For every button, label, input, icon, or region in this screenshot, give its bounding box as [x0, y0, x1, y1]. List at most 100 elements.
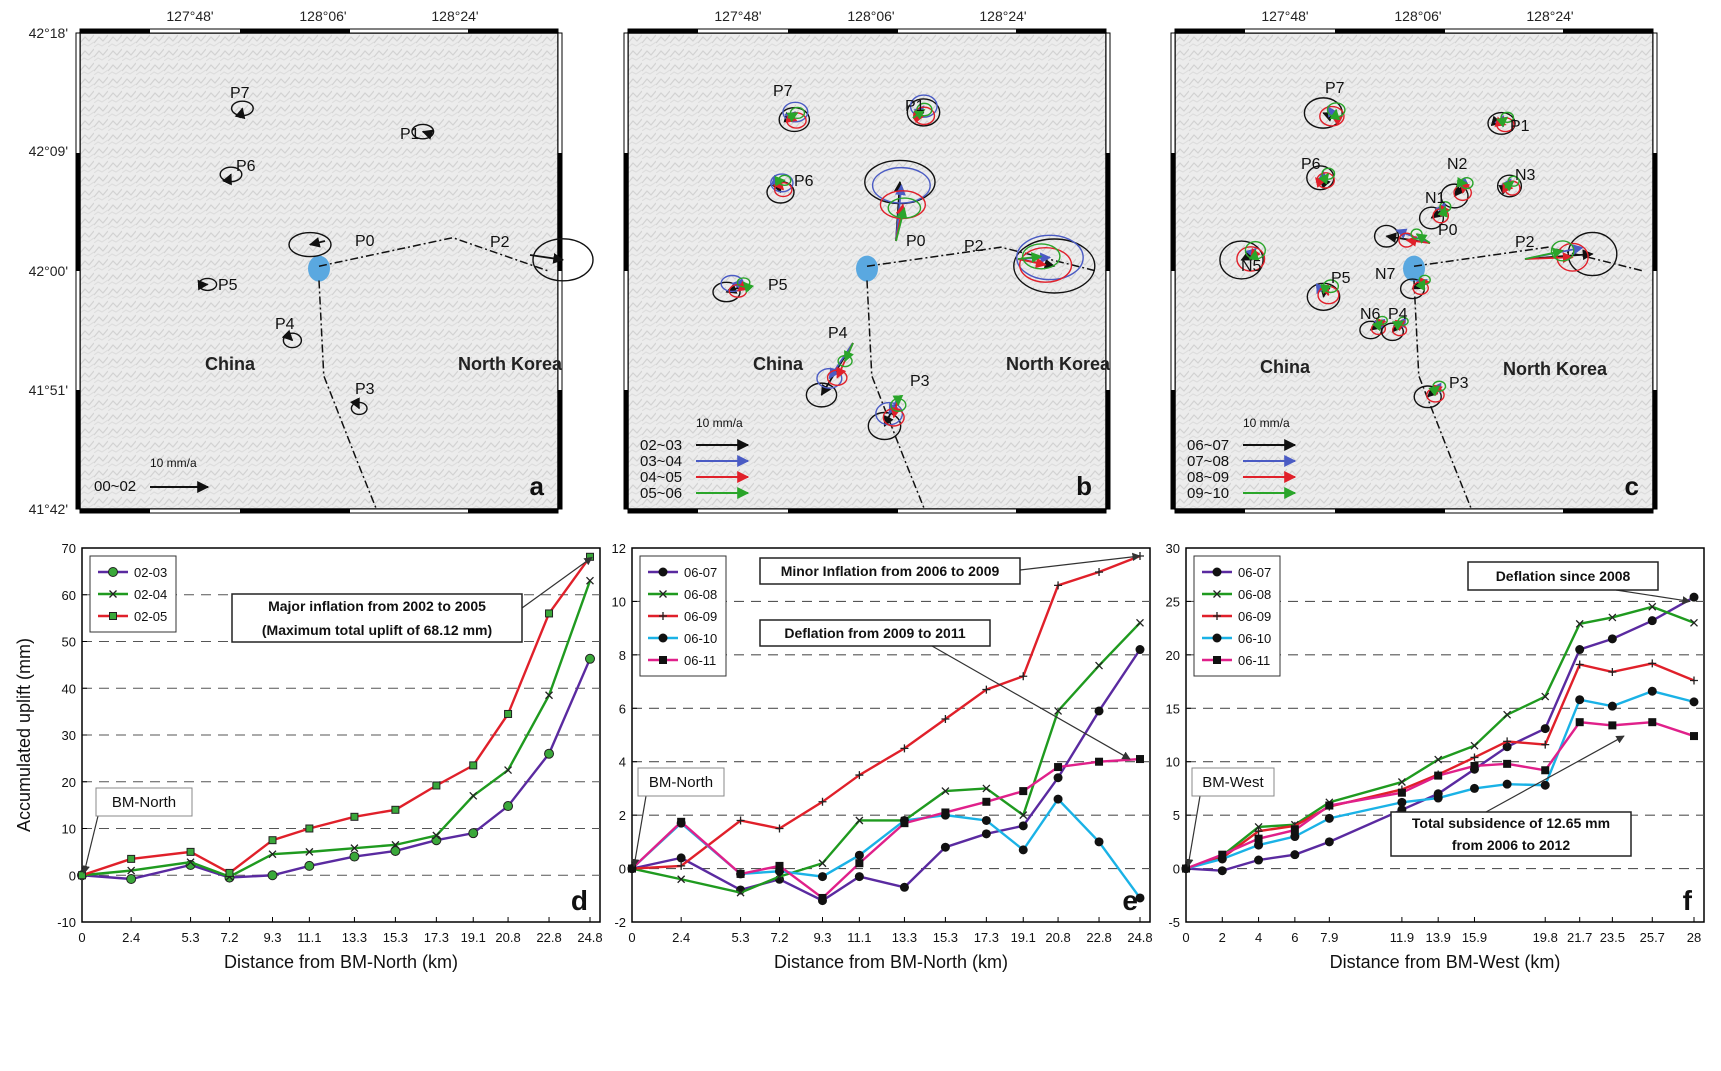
x-tick-label: 15.9	[1462, 930, 1487, 945]
data-point	[1690, 732, 1698, 741]
station-label: P0	[1438, 222, 1458, 239]
data-point	[268, 850, 277, 859]
station-label: P3	[1449, 375, 1469, 392]
data-point	[1290, 850, 1300, 860]
series-line	[1185, 605, 1695, 870]
x-tick-label: 13.3	[892, 930, 917, 945]
map-frame-tick	[76, 390, 80, 509]
latitude-label: 42°09'	[29, 143, 68, 159]
data-point	[545, 691, 553, 700]
annotation-arrow	[931, 645, 1131, 760]
legend-label: 06-08	[684, 587, 717, 602]
data-point	[941, 714, 950, 723]
y-tick-label: 25	[1166, 594, 1180, 609]
x-tick-label: 24.8	[1127, 930, 1152, 945]
data-point	[432, 831, 441, 840]
station-label: P3	[355, 381, 375, 398]
data-point	[305, 824, 314, 833]
border-line	[866, 246, 1097, 510]
station-p0: P0	[1373, 222, 1458, 248]
legend-marker	[108, 567, 118, 577]
annotation-text: BM-North	[112, 794, 176, 811]
latitude-label: 41°42'	[29, 501, 68, 517]
station-label: P1	[1510, 118, 1530, 135]
annotation: Deflation since 2008	[1467, 561, 1691, 605]
error-ellipse	[1319, 105, 1345, 127]
y-tick-label: 0	[619, 862, 626, 877]
panel-letter: d	[571, 885, 588, 916]
y-tick-label: 10	[612, 594, 626, 609]
station-n1: N1	[1418, 190, 1452, 230]
border-line	[1413, 246, 1644, 510]
legend-label: 02-05	[134, 609, 167, 624]
station-n3: N3	[1496, 167, 1536, 198]
data-point	[1254, 840, 1264, 850]
map-frame-tick	[628, 509, 698, 513]
legend-marker	[1213, 656, 1221, 664]
data-point	[1689, 592, 1699, 602]
data-point	[1690, 676, 1698, 685]
x-tick-label: 20.8	[1045, 930, 1070, 945]
map-frame-tick	[1175, 509, 1245, 513]
x-tick-label: 2	[1219, 930, 1226, 945]
velocity-arrow	[1318, 172, 1330, 185]
data-point	[941, 787, 950, 796]
longitude-label: 128°06'	[1394, 8, 1441, 24]
station-p1: P1	[400, 123, 435, 143]
velocity-arrow	[1320, 283, 1332, 295]
crater-lake	[856, 255, 878, 282]
velocity-arrow	[742, 281, 755, 294]
annotation-box	[1390, 811, 1632, 857]
y-tick-label: -5	[1168, 915, 1180, 930]
velocity-arrow	[1371, 319, 1384, 332]
x-tick-label: 15.3	[383, 930, 408, 945]
station-label: P4	[275, 316, 295, 333]
annotation-arrow	[631, 795, 647, 868]
x-tick-label: 15.3	[933, 930, 958, 945]
x-tick-label: 5.3	[182, 930, 200, 945]
data-point	[1254, 822, 1263, 831]
scale-label: 10 mm/a	[150, 456, 197, 470]
legend-marker	[658, 567, 668, 577]
data-point	[1647, 686, 1657, 696]
y-tick-label: 30	[1166, 541, 1180, 556]
error-ellipse	[1440, 183, 1469, 209]
data-point	[545, 609, 554, 618]
annotation: Minor Inflation from 2006 to 2009	[759, 552, 1141, 585]
data-point	[350, 844, 359, 853]
data-point	[982, 685, 991, 694]
annotation-box	[759, 619, 991, 647]
map-legend: 10 mm/a 00~02	[94, 456, 210, 495]
legend-label: 06-08	[1238, 587, 1271, 602]
annotation-arrow	[1019, 552, 1141, 571]
map-frame-tick	[76, 153, 80, 271]
map-panel-c: 127°48' 128°06' 128°24' China North Korea P7 P…	[1170, 8, 1658, 514]
data-point	[982, 784, 991, 793]
station-p3: P3	[350, 381, 375, 416]
station-n5: N5	[1219, 240, 1266, 280]
data-point	[1053, 773, 1063, 783]
velocity-arrow	[786, 112, 799, 123]
annotation-text: Deflation from 2009 to 2011	[784, 625, 966, 641]
data-point	[677, 817, 686, 826]
legend-marker	[1212, 567, 1222, 577]
panel-letter: a	[530, 471, 545, 501]
data-point	[855, 816, 864, 825]
data-point	[1054, 581, 1063, 590]
annotation: Deflation from 2009 to 2011	[759, 619, 1131, 760]
data-point	[982, 797, 991, 806]
station-p6: P6	[219, 158, 256, 186]
data-point	[628, 864, 636, 873]
map-frame-tick	[468, 29, 558, 33]
data-point	[1019, 672, 1028, 681]
x-tick-label: 7.9	[1320, 930, 1338, 945]
data-point	[1324, 837, 1334, 847]
station-label: N1	[1425, 190, 1446, 207]
map-frame-tick	[1171, 153, 1175, 271]
annotation-text: Total subsidence of 12.65 mm	[1412, 815, 1610, 831]
data-point	[1095, 757, 1104, 766]
velocity-arrow	[1524, 252, 1574, 263]
series-02-05	[78, 552, 594, 880]
